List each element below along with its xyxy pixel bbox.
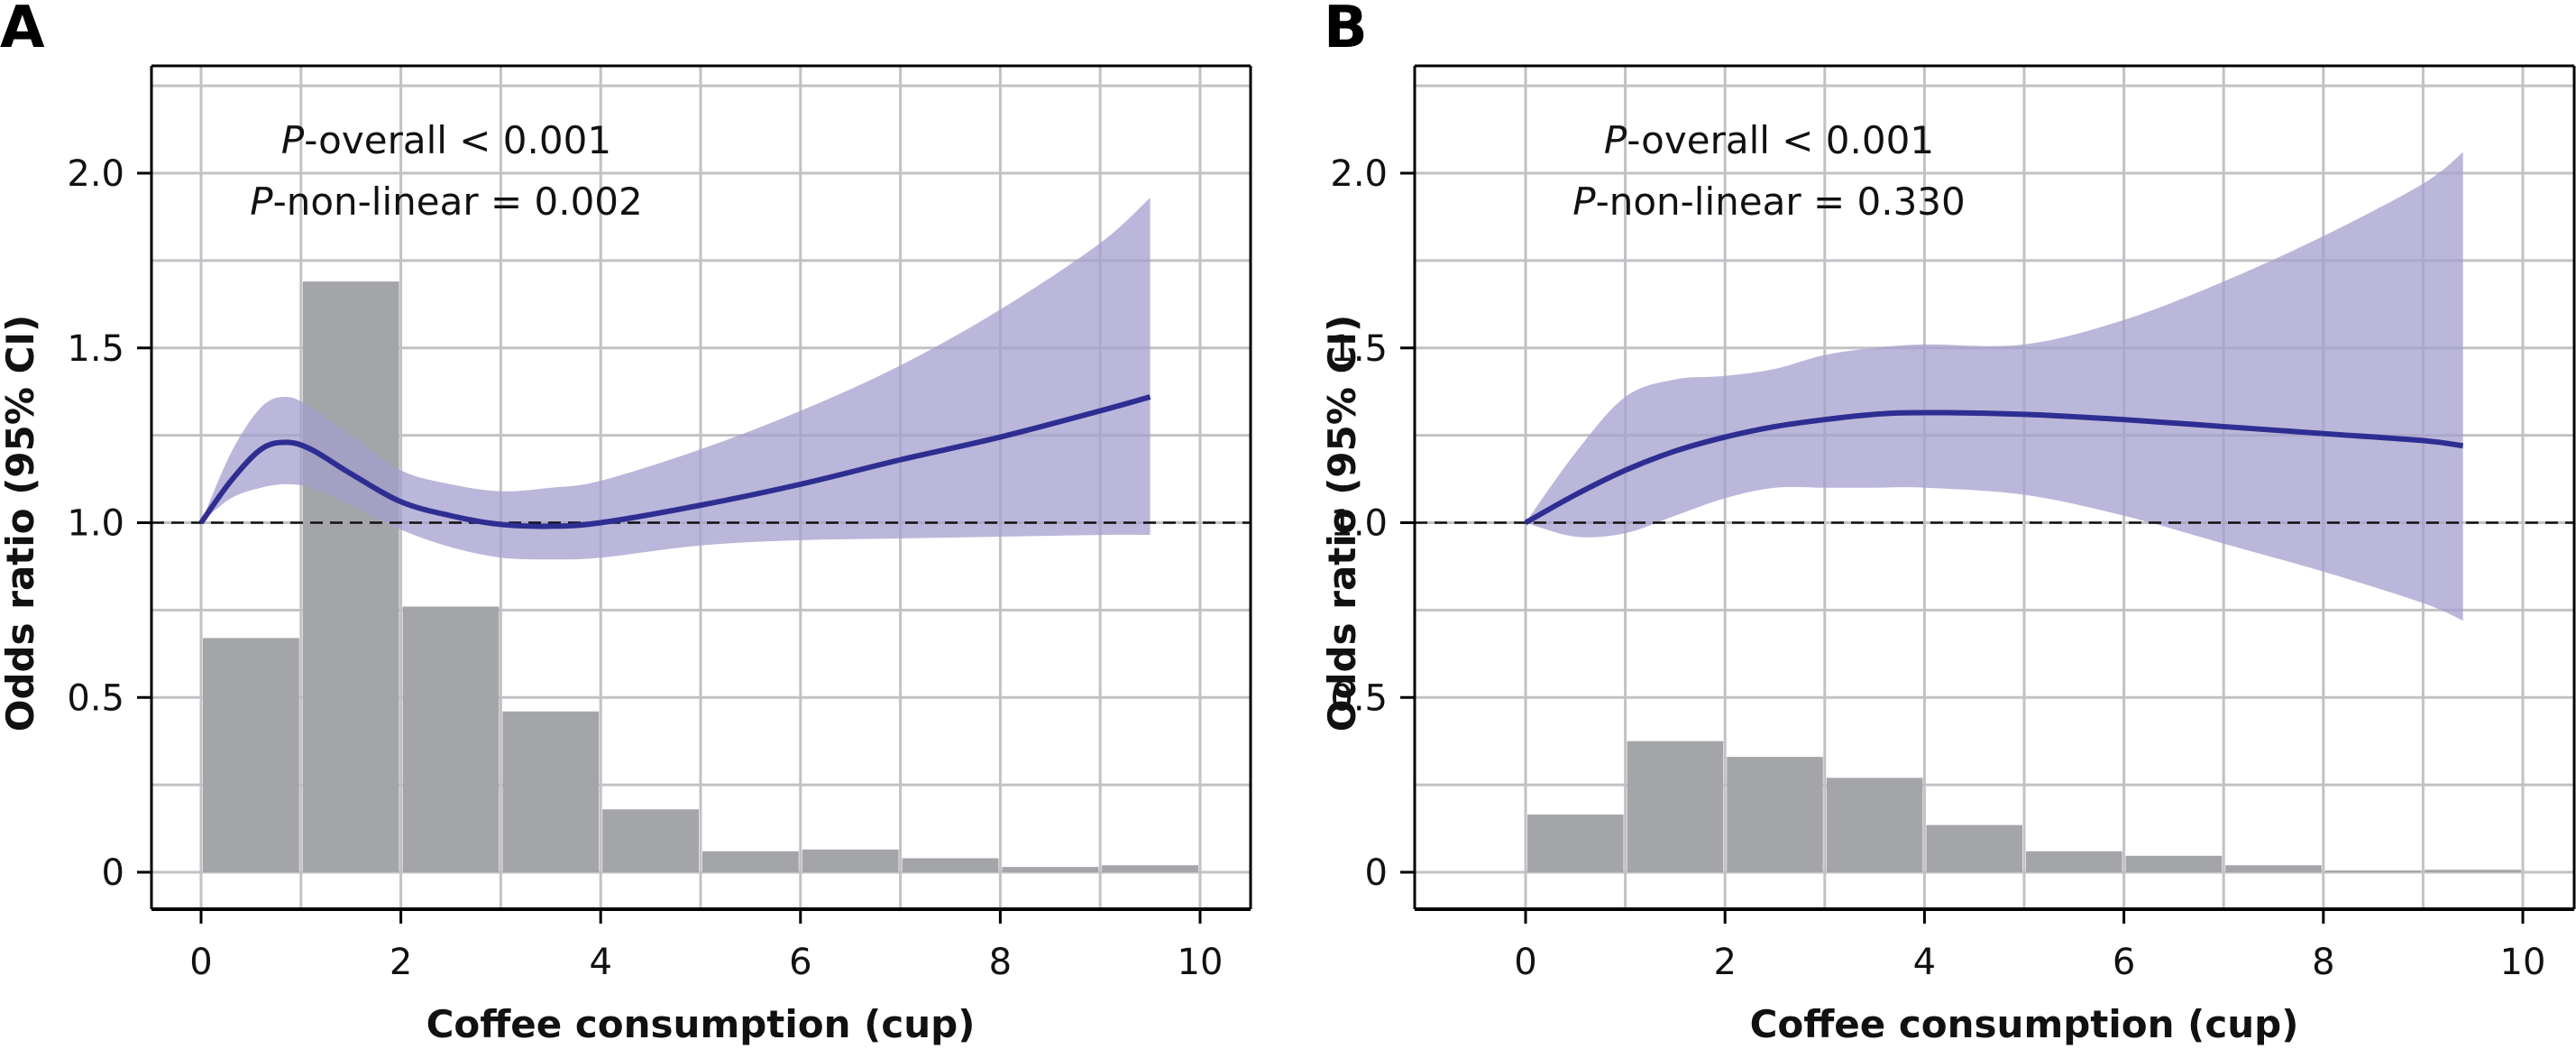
p-symbol: P bbox=[1604, 118, 1627, 162]
histogram bbox=[203, 281, 1198, 872]
histogram-bar bbox=[402, 606, 500, 872]
histogram-bar bbox=[602, 809, 699, 872]
histogram-bar bbox=[1102, 865, 1198, 872]
y-axis-title: Odds ratio (95% CI) bbox=[1320, 315, 1364, 732]
histogram-bar bbox=[203, 638, 299, 872]
y-tick-label: 0.5 bbox=[67, 677, 124, 719]
confidence-band bbox=[1526, 152, 2463, 621]
plot-area: 0 2 4 6 8 10 0 0.5 1.0 1.5 2.0 bbox=[67, 64, 1252, 983]
p-overall-annotation: P-overall < 0.001 bbox=[281, 118, 611, 162]
histogram-bar bbox=[1002, 867, 1099, 872]
y-axis-title: Odds ratio (95% CI) bbox=[0, 315, 42, 732]
p-symbol: P bbox=[281, 118, 305, 162]
x-tick-label: 2 bbox=[390, 942, 412, 983]
histogram-bar bbox=[2425, 870, 2521, 872]
x-tick-label: 10 bbox=[1178, 942, 1224, 983]
x-axis-title: Coffee consumption (cup) bbox=[1750, 1002, 2299, 1046]
x-tick-label: 10 bbox=[2500, 942, 2546, 983]
histogram-bar bbox=[502, 711, 600, 872]
histogram-bar bbox=[2125, 855, 2223, 872]
histogram bbox=[1527, 741, 2521, 872]
x-tick-label: 0 bbox=[189, 942, 212, 983]
histogram-bar bbox=[1727, 757, 1823, 872]
y-tick-label: 1.0 bbox=[1330, 503, 1388, 545]
x-tick-label: 2 bbox=[1713, 942, 1736, 983]
histogram-bar bbox=[1627, 741, 1724, 872]
y-tick-label: 1.5 bbox=[1330, 328, 1388, 370]
histogram-bar bbox=[902, 858, 999, 872]
y-tick-label: 2.0 bbox=[1330, 153, 1388, 195]
y-tick-label: 0 bbox=[1365, 852, 1388, 894]
histogram-bar bbox=[1926, 824, 2022, 872]
odds-ratio-line bbox=[198, 394, 1151, 529]
x-tick-label: 8 bbox=[989, 942, 1012, 983]
y-tick-label: 0 bbox=[102, 852, 124, 894]
p-nonlinear-text: -non-linear = 0.330 bbox=[1596, 179, 1966, 224]
histogram-bar bbox=[802, 849, 899, 872]
panel-letter: A bbox=[0, 0, 45, 61]
histogram-bar bbox=[1826, 778, 1923, 872]
histogram-bar bbox=[1527, 814, 1624, 872]
plot-area: 0 2 4 6 8 10 0 0.5 1.0 1.5 2.0 bbox=[1330, 64, 2576, 983]
confidence-band bbox=[201, 198, 1150, 560]
p-nonlinear-text: -non-linear = 0.002 bbox=[273, 179, 643, 224]
histogram-bar bbox=[302, 281, 399, 872]
y-tick-label: 2.0 bbox=[67, 153, 124, 195]
histogram-bar bbox=[702, 851, 799, 872]
x-tick-label: 0 bbox=[1514, 942, 1536, 983]
x-tick-label: 6 bbox=[2113, 942, 2135, 983]
panel-letter: B bbox=[1324, 0, 1368, 61]
x-tick-label: 6 bbox=[789, 942, 811, 983]
histogram-bar bbox=[2026, 851, 2122, 872]
p-nonlinear-annotation: P-non-linear = 0.002 bbox=[250, 179, 643, 224]
p-nonlinear-annotation: P-non-linear = 0.330 bbox=[1572, 179, 1966, 224]
p-overall-text: -overall < 0.001 bbox=[1627, 118, 1934, 162]
p-symbol: P bbox=[250, 179, 273, 224]
histogram-bar bbox=[2225, 865, 2322, 872]
p-symbol: P bbox=[1572, 179, 1596, 224]
odds-ratio-line bbox=[1524, 409, 2464, 526]
x-tick-label: 4 bbox=[1913, 942, 1936, 983]
p-overall-annotation: P-overall < 0.001 bbox=[1604, 118, 1934, 162]
y-tick-label: 0.5 bbox=[1330, 677, 1388, 719]
histogram-bar bbox=[2324, 870, 2422, 872]
x-axis-title: Coffee consumption (cup) bbox=[426, 1002, 976, 1046]
x-tick-label: 4 bbox=[589, 942, 611, 983]
p-overall-text: -overall < 0.001 bbox=[304, 118, 611, 162]
x-tick-label: 8 bbox=[2312, 942, 2334, 983]
y-tick-label: 1.5 bbox=[67, 328, 124, 370]
y-tick-label: 1.0 bbox=[67, 503, 124, 545]
